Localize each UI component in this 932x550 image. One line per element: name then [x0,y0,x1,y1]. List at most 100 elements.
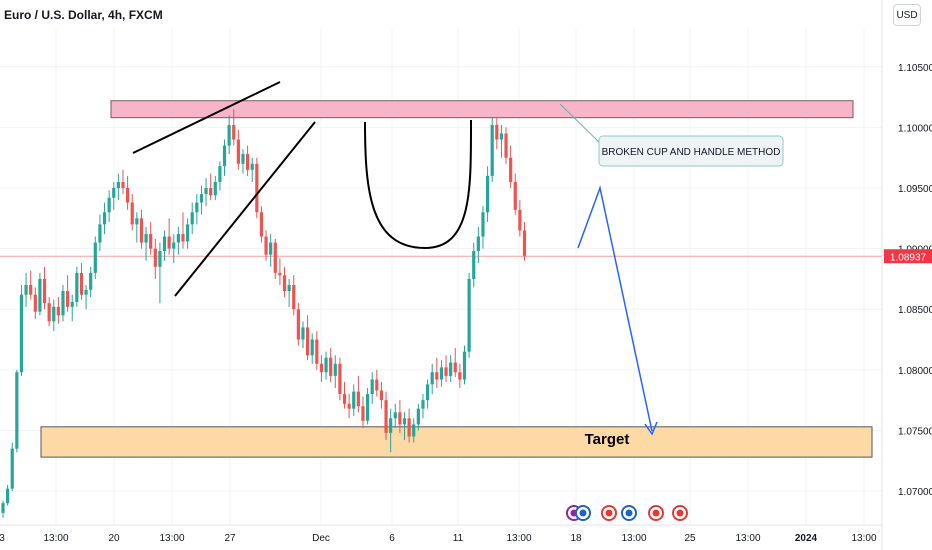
event-marker-dot [605,509,613,517]
candle-body [1,503,5,513]
candle-body [509,157,513,182]
candle-body [449,362,453,376]
candle-body [181,234,185,242]
candle-body [15,372,19,449]
y-axis: 1.105001.100001.095001.090001.085001.080… [898,63,932,498]
candle-body [209,188,213,196]
candle-body [24,284,28,295]
candle-body [495,124,499,140]
candle-body [305,327,310,356]
callout-box [598,135,784,167]
candle-body [232,124,236,140]
x-tick-label: 2024 [795,533,818,544]
y-tick-label: 1.07500 [898,426,932,437]
candle-body [130,202,134,225]
candle-body [522,230,527,256]
candle-body [10,448,14,489]
candle-body [61,291,65,316]
candle-body [481,212,485,237]
candle-body [144,234,148,243]
candle-body [485,175,490,213]
x-tick-label: 13:00 [43,533,68,544]
candle-body [472,251,476,279]
candle-body [490,124,494,176]
candle-body [227,124,231,146]
x-tick-label: Dec [312,533,330,544]
candle-body [402,418,407,425]
candle-body [56,306,60,316]
candle-body [121,181,125,189]
y-tick-label: 1.09500 [898,184,932,195]
candle-body [79,272,84,295]
y-tick-label: 1.10500 [898,63,932,74]
candle-body [333,363,337,376]
candle-body [342,394,347,404]
candle-body [412,424,416,437]
candle-body [75,272,79,302]
candle-body [462,351,467,380]
candle-body [19,294,24,373]
candle-body [102,212,107,225]
candle-body [361,406,365,421]
candle-body [384,400,388,433]
candle-body [518,209,522,231]
candle-body [439,367,444,380]
projection-path [577,185,653,432]
candle-body [453,362,457,373]
candle-body [375,379,379,391]
x-tick-label: 3 [0,533,5,544]
drawings [132,81,658,436]
candle-body [287,284,291,292]
candle-body [444,367,448,376]
candle-body [149,234,153,249]
y-tick-label: 1.08000 [898,366,932,377]
candle-body [476,236,480,252]
candle-body [324,357,328,373]
candle-body [278,272,282,276]
event-marker-dot [676,509,684,517]
candle-body [204,188,208,195]
candle-body [398,412,402,425]
x-tick-label: 18 [570,533,582,544]
candle-body [338,363,342,395]
zones [40,100,873,458]
candle-body [195,202,199,213]
candle-body [513,181,517,210]
resistance-zone [110,100,854,119]
y-tick-label: 1.07000 [898,487,932,498]
x-axis: 3 13:00 20 13:00 27 Dec 6 11 13:00 18 13:00 25 13:00… [0,533,877,544]
x-tick-label: 20 [108,533,120,544]
candle-body [264,236,268,255]
candle-body [245,154,250,170]
candle-body [370,379,374,395]
candle-body [416,408,420,425]
candle-body [162,236,167,252]
candle-body [310,339,314,356]
candle-body [135,218,139,225]
candle-body [255,163,259,213]
candle-body [199,194,204,203]
candle-body [153,248,157,267]
candle-body [269,242,273,255]
candle-body [259,212,264,237]
candle-body [89,272,93,290]
candle-body [315,339,319,364]
candle-body [98,224,102,243]
y-tick-label: 1.10000 [898,123,932,134]
candle-body [139,218,144,243]
candle-body [112,188,116,198]
current-price-label: 1.08937 [890,252,927,263]
x-tick-label: 13:00 [621,533,646,544]
x-tick-label: 13:00 [851,533,876,544]
candle-body [435,372,439,380]
candle-body [47,303,51,322]
y-tick-label: 1.08500 [898,305,932,316]
candle-body [38,278,42,312]
candle-body [213,181,217,196]
candle-body [167,236,171,249]
candle-body [116,181,120,189]
currency-button[interactable]: USD [893,4,921,26]
candle-body [379,390,384,401]
x-tick-label: 13:00 [506,533,531,544]
